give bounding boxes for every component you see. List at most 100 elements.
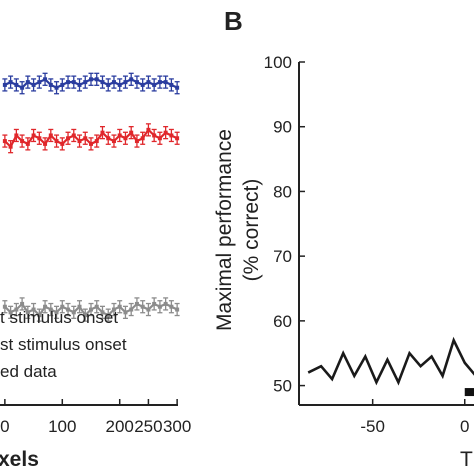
data-point xyxy=(60,141,65,146)
data-point xyxy=(157,80,162,85)
data-point xyxy=(117,82,122,87)
data-point xyxy=(134,301,139,306)
data-point xyxy=(117,133,122,138)
data-point xyxy=(14,82,19,87)
data-point xyxy=(146,307,151,312)
panel-b-x-axis-label: T xyxy=(460,448,473,471)
data-point xyxy=(77,82,82,87)
data-point xyxy=(123,310,128,315)
data-point xyxy=(100,80,105,85)
data-point xyxy=(89,141,93,146)
data-point xyxy=(129,307,134,312)
data-point xyxy=(152,301,157,306)
data-point xyxy=(94,77,99,82)
panel-label: B xyxy=(224,6,243,36)
data-point xyxy=(94,304,99,309)
data-point xyxy=(175,136,180,141)
panel-a: 0 100 200 250 300 xels t stimulus onset st s… xyxy=(0,72,191,471)
data-point xyxy=(169,133,174,138)
data-point xyxy=(163,80,168,85)
data-point xyxy=(152,133,157,138)
panel-b: B 50 60 70 80 90 100 -50 0 Maximal performance… xyxy=(213,6,474,471)
data-point xyxy=(77,304,82,309)
data-point xyxy=(8,80,13,85)
data-point xyxy=(31,133,36,138)
data-point xyxy=(31,307,36,312)
data-point xyxy=(43,77,48,82)
data-point xyxy=(111,139,116,144)
data-point xyxy=(37,80,42,85)
panel-a-x-ticks: 0 100 200 250 300 xyxy=(0,399,191,436)
data-point xyxy=(83,136,88,141)
x-tick-label: -50 xyxy=(360,417,385,436)
data-point xyxy=(60,82,65,87)
data-point xyxy=(2,82,7,87)
data-point xyxy=(89,77,93,82)
data-point xyxy=(140,82,145,87)
data-point xyxy=(134,139,139,144)
panel-a-series-group xyxy=(2,72,180,322)
panel-b-x-ticks: -50 0 xyxy=(360,399,469,436)
data-point xyxy=(140,304,145,309)
data-point xyxy=(140,136,145,141)
data-point xyxy=(146,80,151,85)
legend-entry: t stimulus onset xyxy=(0,308,118,327)
data-point xyxy=(152,82,157,87)
data-point xyxy=(129,77,134,82)
data-point xyxy=(37,136,42,141)
y-tick-label: 100 xyxy=(264,53,292,72)
data-point xyxy=(31,82,36,87)
data-point xyxy=(106,313,111,318)
data-point xyxy=(54,310,59,315)
data-point xyxy=(157,136,162,141)
x-tick-label: 0 xyxy=(0,417,9,436)
data-point xyxy=(25,141,30,146)
x-tick-label: 250 xyxy=(134,417,162,436)
data-point xyxy=(106,82,111,87)
data-point xyxy=(123,136,128,141)
legend-entry: ed data xyxy=(0,362,57,381)
data-point xyxy=(163,301,168,306)
data-point xyxy=(163,130,168,135)
data-point xyxy=(100,130,105,135)
x-tick-label: 200 xyxy=(106,417,134,436)
data-point xyxy=(71,310,76,315)
panel-a-legend: t stimulus onset st stimulus onset ed da… xyxy=(0,308,127,381)
data-point xyxy=(25,80,30,85)
legend-entry: st stimulus onset xyxy=(0,335,127,354)
data-point xyxy=(71,80,76,85)
data-point xyxy=(37,313,42,318)
y-tick-label: 50 xyxy=(273,377,292,396)
data-point xyxy=(77,139,82,144)
data-point xyxy=(20,301,25,306)
data-point xyxy=(83,80,88,85)
data-point xyxy=(123,80,128,85)
data-point xyxy=(43,141,48,146)
data-point xyxy=(14,133,19,138)
data-point xyxy=(60,304,65,309)
data-point xyxy=(71,133,76,138)
panel-b-y-ticks: 50 60 70 80 90 100 xyxy=(264,53,305,396)
data-point xyxy=(169,304,174,309)
data-point xyxy=(66,136,71,141)
stimulus-bar xyxy=(464,388,474,397)
data-point xyxy=(89,307,93,312)
data-point xyxy=(14,307,19,312)
data-point xyxy=(8,144,13,149)
data-point xyxy=(2,139,7,144)
data-point xyxy=(54,85,59,90)
data-point xyxy=(175,85,180,90)
panel-b-y-axis-label: Maximal performance (% correct) xyxy=(213,129,263,331)
data-point xyxy=(8,310,13,315)
panel-b-series-group xyxy=(307,336,474,397)
data-point xyxy=(48,307,53,312)
panel-a-x-axis-label: xels xyxy=(0,448,39,471)
data-point xyxy=(43,304,48,309)
x-tick-label: 0 xyxy=(460,417,469,436)
data-point xyxy=(129,130,134,135)
data-point xyxy=(66,80,71,85)
data-point xyxy=(20,85,25,90)
y-tick-label: 60 xyxy=(273,312,292,331)
data-point xyxy=(111,307,116,312)
